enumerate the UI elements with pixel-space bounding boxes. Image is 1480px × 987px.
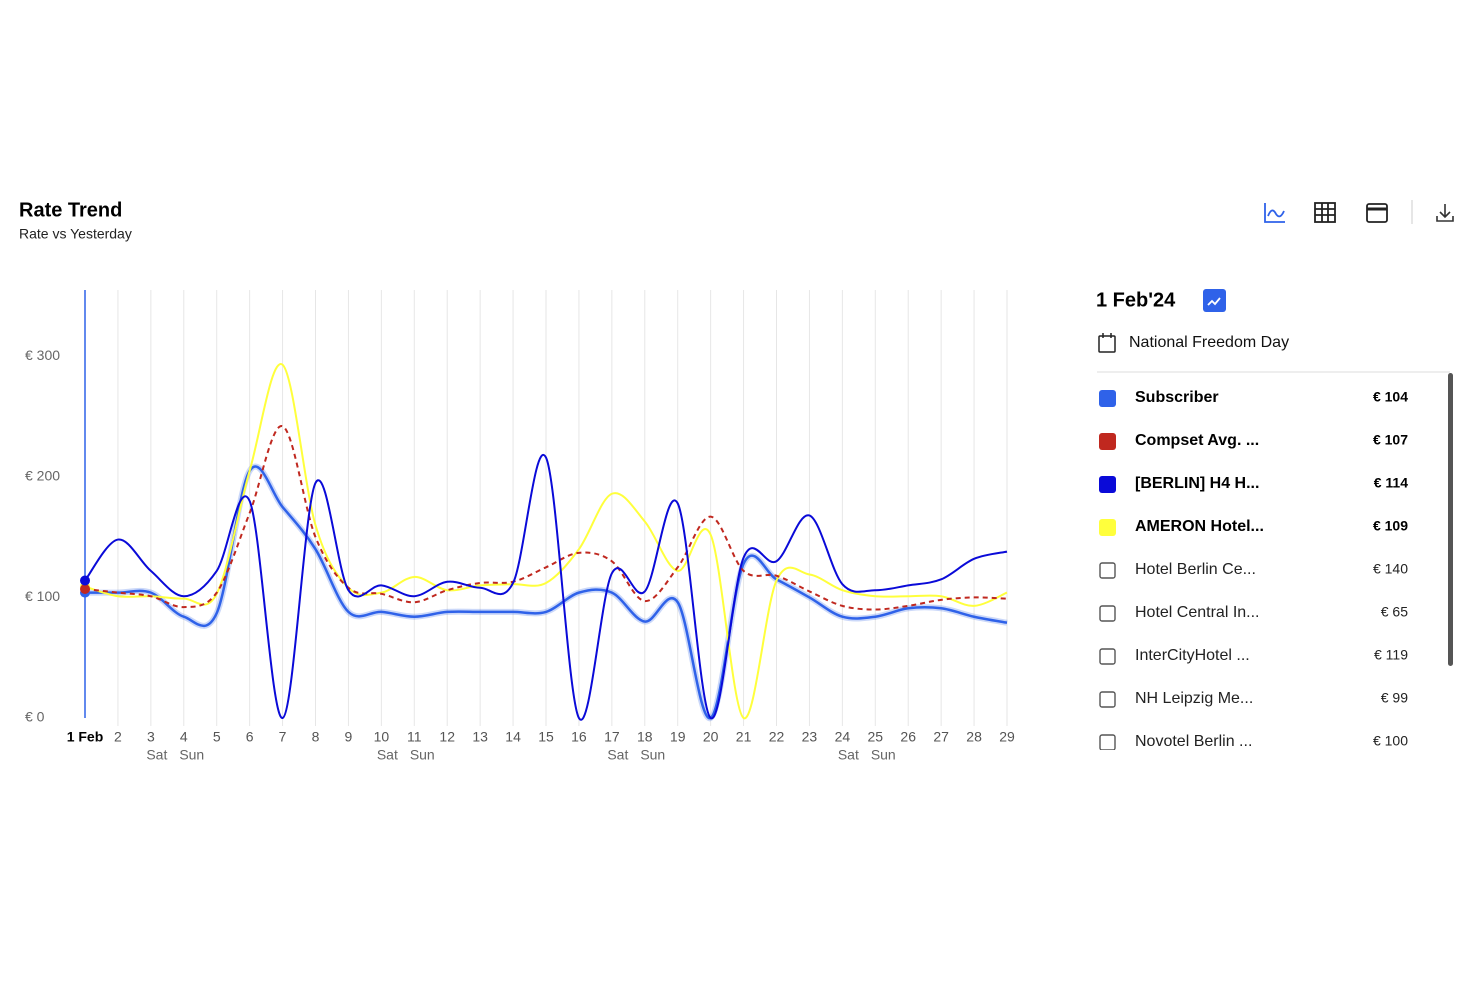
x-tick-label: 25 [867,729,883,745]
x-tick-label: 12 [439,729,455,745]
legend-name: AMERON Hotel... [1135,518,1264,535]
x-tick-label: 2 [114,729,122,745]
legend-name: Hotel Central In... [1135,604,1260,621]
legend-name: Compset Avg. ... [1135,432,1259,449]
weekday-label: Sat [607,747,628,763]
x-tick-label: 6 [246,729,254,745]
series-line [85,465,1008,720]
current-dot [80,583,90,594]
trend-badge[interactable] [1203,289,1226,312]
x-tick-label: 11 [407,729,422,745]
download-icon[interactable] [1436,204,1454,222]
legend-name: Subscriber [1135,389,1219,406]
x-tick-label: 21 [736,729,752,745]
legend-name: NH Leipzig Me... [1135,690,1253,707]
x-tick-label: 9 [345,729,353,745]
x-tick-label: 22 [769,729,785,745]
legend-name: InterCityHotel ... [1135,647,1250,664]
legend-checkbox[interactable] [1099,648,1116,665]
event-name: National Freedom Day [1129,334,1289,351]
x-tick-label: 20 [703,729,719,745]
x-tick-label: 16 [571,729,587,745]
x-tick-label: 23 [802,729,818,745]
x-tick-label: 14 [505,729,521,745]
chart-view-icon[interactable] [1264,203,1285,223]
weekday-label: Sat [146,747,167,763]
x-tick-label: 26 [900,729,916,745]
x-tick-label: 18 [637,729,653,745]
legend-value: € 114 [1374,475,1408,491]
series-line [84,425,1008,611]
legend-value: € 109 [1373,518,1408,534]
x-tick-label: 15 [538,729,554,745]
x-tick-label: 3 [147,729,155,745]
subtitle: Rate vs Yesterday [19,226,132,242]
legend-list: Subscriber € 104 Compset Avg. ... € 107 [BER… [1099,389,1408,750]
legend-checkbox[interactable] [1099,562,1116,579]
x-tick-label: 13 [472,729,488,745]
selected-date: 1 Feb'24 [1096,289,1176,311]
legend-swatch [1099,476,1116,493]
current-dot [80,575,90,586]
x-tick-label: 1 Feb [67,729,104,745]
trend-badge-icon [1207,297,1221,306]
legend-name: Hotel Berlin Ce... [1135,561,1256,578]
x-tick-label: 17 [604,729,620,745]
legend-value: € 119 [1374,647,1408,663]
x-tick-label: 29 [999,729,1015,745]
x-tick-label: 5 [213,729,221,745]
legend-name: [BERLIN] H4 H... [1135,475,1259,492]
x-tick-label: 19 [670,729,686,745]
scrollbar[interactable] [1448,373,1453,666]
weekday-label: Sun [179,747,204,763]
legend-swatch [1099,433,1116,450]
y-tick-label: € 300 [25,347,60,363]
event-icon [1098,333,1116,353]
legend-value: € 100 [1373,733,1408,749]
x-tick-label: 24 [835,729,851,745]
series-line [84,453,1008,721]
x-tick-label: 4 [180,729,188,745]
y-tick-label: € 100 [25,588,60,604]
calendar-view-icon[interactable] [1366,203,1388,223]
legend-value: € 65 [1381,604,1408,620]
legend-checkbox[interactable] [1099,605,1116,622]
legend-swatch [1099,390,1116,407]
legend-swatch [1099,519,1116,536]
legend-checkbox[interactable] [1099,734,1116,750]
weekday-label: Sun [410,747,435,763]
legend-value: € 140 [1373,561,1408,577]
y-tick-label: € 0 [25,709,45,725]
x-tick-label: 7 [279,729,287,745]
x-tick-label: 27 [933,729,949,745]
weekday-label: Sun [871,747,896,763]
series-line [84,363,1008,720]
legend-name: Novotel Berlin ... [1135,733,1252,750]
weekday-label: Sat [377,747,398,763]
weekday-label: Sat [838,747,859,763]
x-tick-label: 10 [374,729,390,745]
y-tick-label: € 200 [25,468,60,484]
x-tick-label: 28 [966,729,982,745]
x-tick-label: 8 [312,729,320,745]
legend-value: € 99 [1381,690,1408,706]
weekday-label: Sun [640,747,665,763]
table-view-icon[interactable] [1314,202,1336,223]
legend-value: € 104 [1373,389,1408,405]
legend-checkbox[interactable] [1099,691,1116,708]
title: Rate Trend [19,199,122,221]
legend-value: € 107 [1373,432,1408,448]
